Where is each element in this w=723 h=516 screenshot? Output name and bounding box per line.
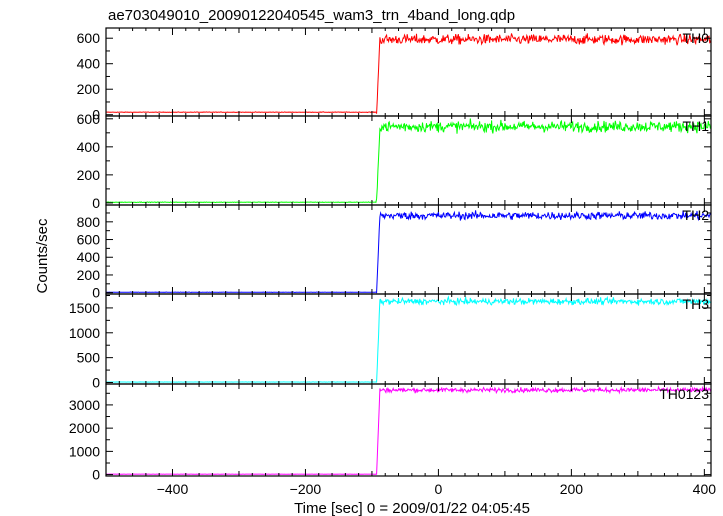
y-axis-label: Counts/sec xyxy=(34,218,51,294)
series-label-th2: TH2 xyxy=(683,207,710,223)
x-tick-label: 400 xyxy=(693,481,717,497)
y-tick-label: 600 xyxy=(77,111,101,127)
y-tick-label: 200 xyxy=(77,167,101,183)
series-label-th0123: TH0123 xyxy=(659,386,709,402)
y-tick-label: 2000 xyxy=(69,420,100,436)
series-line-th1 xyxy=(106,118,712,204)
y-tick-label: 400 xyxy=(77,249,101,265)
series-label-th3: TH3 xyxy=(683,296,710,312)
x-tick-labels: −400 −200 0 200 400 xyxy=(157,481,717,497)
panel-th1: 0 200 400 600 TH1 xyxy=(77,111,712,211)
x-tick-label: −400 xyxy=(157,481,189,497)
series-line-th2 xyxy=(106,210,712,294)
y-tick-label: 1000 xyxy=(69,443,100,459)
y-tick-label: 1000 xyxy=(69,325,100,341)
y-tick-label: 800 xyxy=(77,214,101,230)
y-tick-label: 400 xyxy=(77,56,101,72)
y-tick-label: 0 xyxy=(92,375,100,391)
panel-th0: 0 200 400 600 TH0 xyxy=(77,27,712,123)
x-tick-label: 0 xyxy=(435,481,443,497)
x-tick-label: 200 xyxy=(560,481,584,497)
panel-th0123: 0 1000 2000 3000 TH0123 xyxy=(69,383,712,483)
y-tick-label: 0 xyxy=(92,195,100,211)
panel-th3: 0 500 1000 1500 TH3 xyxy=(69,293,712,391)
y-tick-label: 0 xyxy=(92,467,100,483)
series-line-th3 xyxy=(106,295,712,383)
y-tick-label: 600 xyxy=(77,30,101,46)
x-tick-label: −200 xyxy=(290,481,322,497)
y-tick-label: 400 xyxy=(77,139,101,155)
series-label-th1: TH1 xyxy=(683,118,710,134)
y-tick-label: 1500 xyxy=(69,300,100,316)
y-tick-label: 500 xyxy=(77,350,101,366)
y-tick-label: 0 xyxy=(92,107,100,123)
y-tick-label: 600 xyxy=(77,232,101,248)
y-tick-label: 0 xyxy=(92,285,100,301)
y-tick-label: 200 xyxy=(77,81,101,97)
panel-frame xyxy=(105,383,712,477)
y-tick-label: 200 xyxy=(77,267,101,283)
series-line-th0123 xyxy=(106,385,712,475)
panel-frame xyxy=(105,293,712,385)
series-line-th0 xyxy=(105,33,712,114)
panel-frame xyxy=(105,27,712,117)
y-tick-label: 3000 xyxy=(69,397,100,413)
x-axis-label: Time [sec] 0 = 2009/01/22 04:05:45 xyxy=(294,500,530,516)
chart-title: ae703049010_20090122040545_wam3_trn_4ban… xyxy=(108,7,515,24)
series-label-th0: TH0 xyxy=(683,30,710,46)
